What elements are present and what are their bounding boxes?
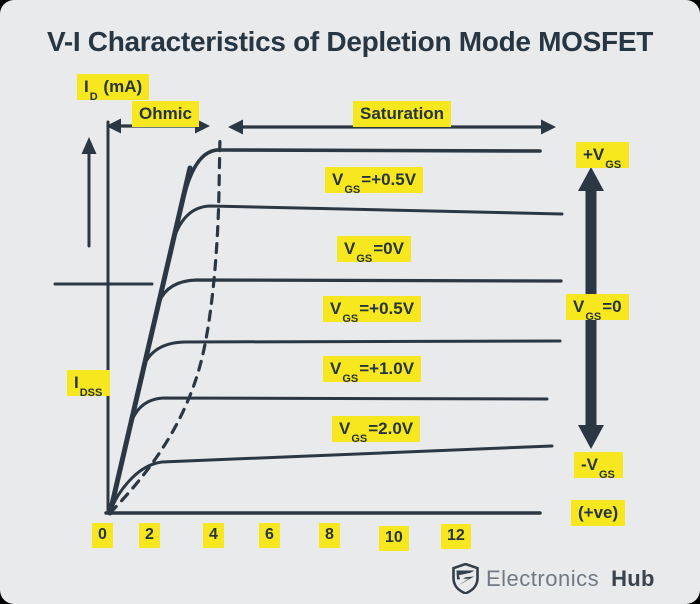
curve-label-vgs-0: VGS=0V bbox=[337, 236, 411, 265]
curve-vgs-minus10 bbox=[128, 396, 549, 428]
ohmic-region-label: Ohmic bbox=[132, 101, 199, 128]
brand-text-bold: Hub bbox=[611, 565, 655, 591]
y-axis-label: ID (mA) bbox=[77, 74, 150, 103]
x-tick-label-0: 0 bbox=[92, 523, 113, 548]
vgs-direction-arrowhead-down bbox=[578, 425, 604, 449]
x-tick-label-8: 8 bbox=[319, 523, 340, 548]
x-tick-label-2: 2 bbox=[139, 523, 160, 548]
curve-label-vgs-plus05-mid: VGS=+0.5V bbox=[323, 296, 422, 325]
x-tick-label-12: 12 bbox=[441, 524, 471, 549]
curve-vgs-minus05 bbox=[141, 339, 562, 370]
brand-logo: Electronics Hub bbox=[452, 563, 655, 594]
curve-vgs-plus05 bbox=[170, 204, 564, 247]
curve-vgs-0 bbox=[157, 278, 563, 304]
positive-ve-label: (+ve) bbox=[571, 500, 626, 527]
ohmic-common-line bbox=[107, 165, 193, 516]
saturation-region-label: Saturation bbox=[353, 101, 452, 128]
idss-label: IDSS bbox=[67, 370, 111, 399]
curve-vgs-minus20 bbox=[108, 444, 554, 515]
plus-vgs-label: +VGS bbox=[576, 142, 630, 171]
curve-label-vgs-plus10: VGS=+1.0V bbox=[323, 356, 422, 385]
curve-label-vgs-plus05-top: VGS=+0.5V bbox=[325, 167, 424, 196]
brand-text-light: Electronics bbox=[486, 565, 600, 591]
x-tick-label-6: 6 bbox=[259, 523, 280, 548]
vgs-zero-label: VGS=0 bbox=[566, 294, 629, 323]
id-axis-arrowhead bbox=[81, 137, 97, 154]
chart-title: V-I Characteristics of Depletion Mode MO… bbox=[46, 26, 653, 57]
x-tick-label-10: 10 bbox=[379, 526, 409, 551]
curve-label-vgs-20: VGS=2.0V bbox=[332, 416, 421, 445]
minus-vgs-label: -VGS bbox=[574, 452, 623, 481]
ohmic-arrowhead-left bbox=[106, 118, 121, 134]
dashed-pinchoff-line bbox=[108, 134, 222, 515]
shield-icon bbox=[452, 563, 479, 594]
vgs-direction-arrowhead-up bbox=[578, 167, 604, 191]
saturation-arrowhead-right bbox=[541, 119, 556, 135]
x-tick-label-4: 4 bbox=[203, 523, 224, 548]
saturation-arrowhead-left bbox=[228, 119, 243, 135]
